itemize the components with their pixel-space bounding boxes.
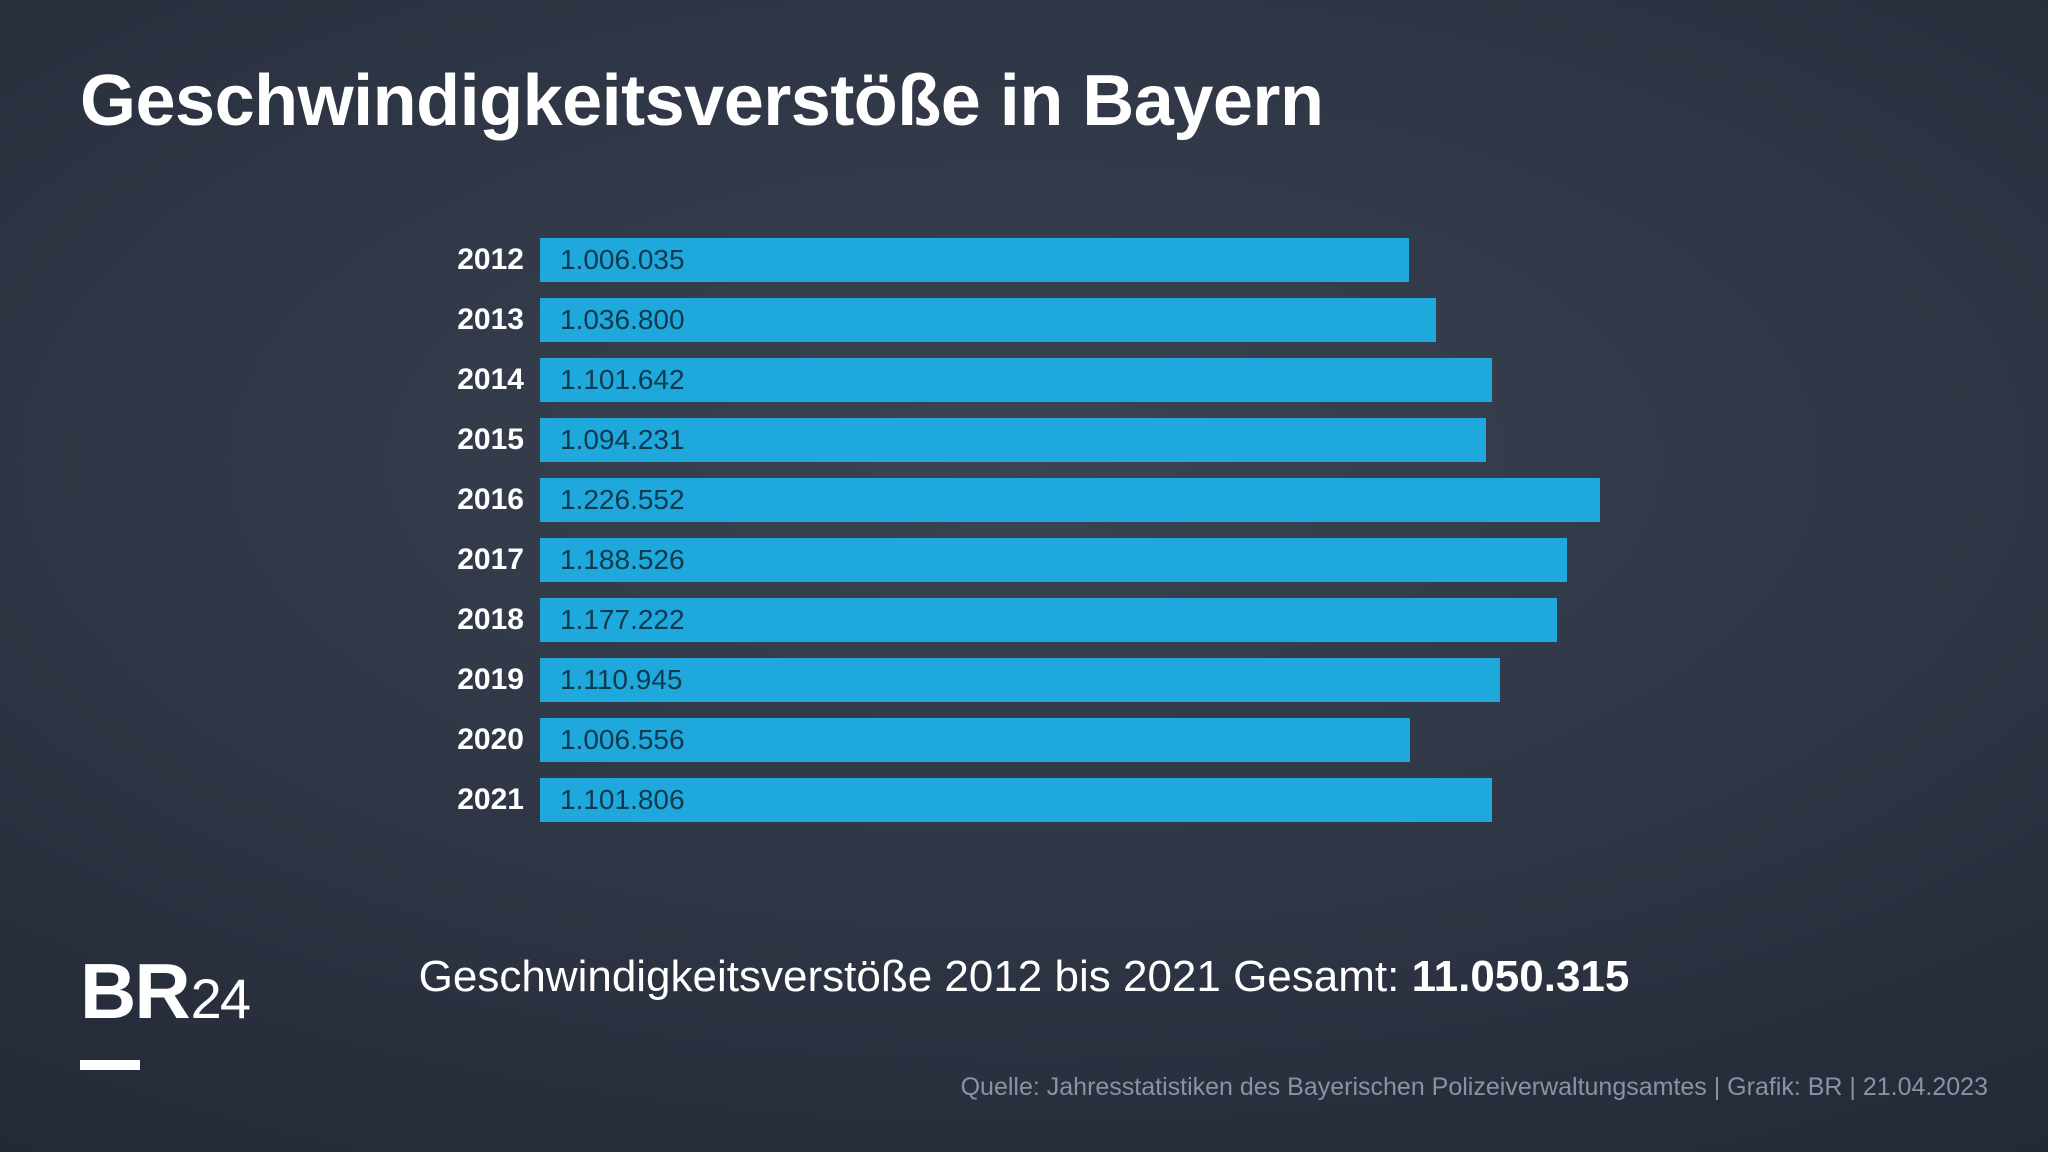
chart-row: 2017 1.188.526 [440,530,1640,590]
bar: 1.006.035 [540,238,1409,282]
chart-row: 2021 1.101.806 [440,770,1640,830]
bar-value: 1.101.642 [560,364,685,396]
logo-br-text: BR [80,952,189,1030]
bar: 1.101.642 [540,358,1492,402]
bar-value: 1.177.222 [560,604,685,636]
bar: 1.101.806 [540,778,1492,822]
bar-value: 1.094.231 [560,424,685,456]
bar: 1.094.231 [540,418,1486,462]
bar: 1.036.800 [540,298,1436,342]
chart-row: 2019 1.110.945 [440,650,1640,710]
bar: 1.110.945 [540,658,1500,702]
source-line: Quelle: Jahresstatistiken des Bayerische… [961,1073,1988,1102]
chart-row: 2012 1.006.035 [440,230,1640,290]
bar-value: 1.006.035 [560,244,685,276]
year-label: 2021 [440,783,540,817]
logo-24-text: 24 [191,971,249,1027]
year-label: 2014 [440,363,540,397]
bar-value: 1.036.800 [560,304,685,336]
summary-prefix: Geschwindigkeitsverstöße 2012 bis 2021 G… [419,952,1412,1001]
bar-chart: 20121.006.03520131.036.80020141.101.6422… [440,230,1640,830]
year-label: 2017 [440,543,540,577]
page-title: Geschwindigkeitsverstöße in Bayern [80,60,1323,142]
year-label: 2019 [440,663,540,697]
bar-value: 1.188.526 [560,544,685,576]
chart-row: 2018 1.177.222 [440,590,1640,650]
bar: 1.226.552 [540,478,1600,522]
chart-row: 2016 1.226.552 [440,470,1640,530]
summary-total: 11.050.315 [1412,952,1630,1001]
logo-underline [80,1060,140,1070]
year-label: 2016 [440,483,540,517]
year-label: 2018 [440,603,540,637]
year-label: 2012 [440,243,540,277]
chart-row: 2014 1.101.642 [440,350,1640,410]
chart-row: 2015 1.094.231 [440,410,1640,470]
br24-logo: BR24 [80,952,250,1082]
bar-value: 1.110.945 [560,664,683,696]
year-label: 2015 [440,423,540,457]
bar-value: 1.006.556 [560,724,685,756]
bar: 1.188.526 [540,538,1567,582]
year-label: 2020 [440,723,540,757]
bar-value: 1.101.806 [560,784,685,816]
bar: 1.006.556 [540,718,1410,762]
bar: 1.177.222 [540,598,1557,642]
chart-row: 2020 1.006.556 [440,710,1640,770]
year-label: 2013 [440,303,540,337]
chart-row: 2013 1.036.800 [440,290,1640,350]
summary-line: Geschwindigkeitsverstöße 2012 bis 2021 G… [0,952,2048,1002]
bar-value: 1.226.552 [560,484,685,516]
